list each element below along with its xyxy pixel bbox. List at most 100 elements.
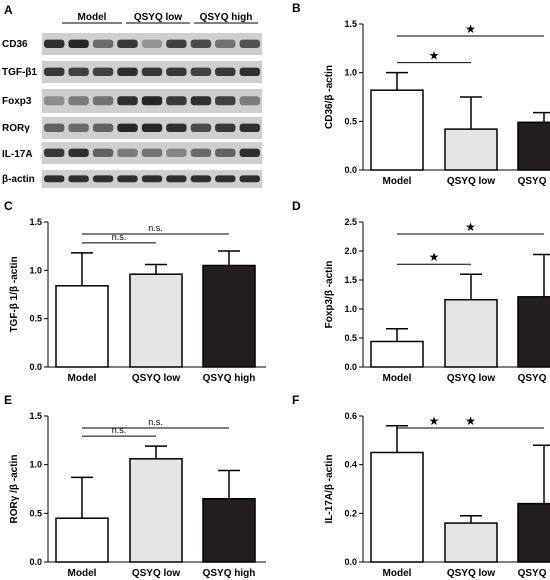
blot-band — [92, 67, 114, 76]
x-tick-label: QSYQ low — [447, 176, 496, 187]
y-tick-label: 1.5 — [29, 411, 42, 421]
blot-band — [141, 96, 163, 106]
blot-row-label-il17a: IL-17A — [2, 149, 33, 160]
y-tick-label: 1.5 — [344, 275, 357, 285]
blot-band — [190, 39, 212, 48]
blot-group-label-model: Model — [78, 12, 107, 23]
panel-d-chart: D 0.0 0.5 1.0 1.5 2.0 2.5 Foxp3/β -actin Model QS… — [292, 199, 550, 384]
bar-qsyq-high — [202, 264, 256, 368]
western-blot-image — [42, 33, 262, 188]
bar-model — [370, 89, 424, 171]
y-tick-label: 0.4 — [344, 460, 357, 470]
blot-band — [92, 123, 114, 132]
x-tick-label: QSYQ low — [132, 568, 181, 579]
significance-star: ★ — [429, 250, 440, 264]
bar-qsyq-high — [202, 497, 256, 563]
blot-band — [239, 39, 260, 48]
blot-band — [166, 175, 187, 183]
x-tick-label: Model — [383, 373, 412, 384]
blot-band — [44, 123, 65, 132]
x-tick-label: Model — [383, 176, 412, 187]
blot-band — [44, 148, 65, 157]
blot-row-label-foxp3: Foxp3 — [2, 96, 32, 107]
y-tick-label: 1.0 — [29, 460, 42, 470]
x-tick-label: Model — [383, 568, 412, 579]
y-tick-label: 0.5 — [29, 508, 42, 518]
bar-qsyq-high — [517, 502, 550, 563]
x-tick-label: Model — [68, 568, 97, 579]
blot-band — [215, 96, 236, 106]
blot-group-label-qsyq-high: QSYQ high — [200, 12, 253, 23]
blot-row-label-rorg: RORγ — [2, 123, 30, 134]
blot-band — [166, 123, 187, 132]
y-tick-label: 1.0 — [344, 68, 357, 78]
significance-ns-label: n.s. — [112, 425, 127, 435]
panel-f-chart: F 0.0 0.2 0.4 0.6 IL-17A/β -actin Model QSYQ lo… — [292, 393, 550, 579]
y-tick-label: 0.5 — [344, 333, 357, 343]
panel-f-y-axis-title: IL-17A/β -actin — [324, 455, 335, 524]
y-tick-label: 0.0 — [344, 165, 357, 175]
bar-model — [55, 285, 109, 368]
blot-band — [190, 96, 212, 106]
blot-band — [141, 39, 163, 48]
panel-b-label: B — [292, 1, 301, 15]
y-tick-label: 1.5 — [344, 19, 357, 29]
bar-qsyq-low — [444, 128, 498, 171]
panel-a-label: A — [4, 3, 13, 17]
x-tick-label: QSYQ high — [518, 176, 550, 187]
y-tick-label: 0.2 — [344, 508, 357, 518]
blot-band — [141, 123, 163, 132]
y-tick-label: 0.5 — [344, 116, 357, 126]
blot-group-label-qsyq-low: QSYQ low — [134, 12, 183, 23]
x-tick-label: QSYQ high — [518, 373, 550, 384]
blot-band — [117, 123, 138, 132]
blot-row-label-b-actin: β-actin — [2, 174, 35, 185]
bar-model — [55, 517, 109, 563]
y-tick-label: 0.0 — [29, 362, 42, 372]
blot-band — [190, 67, 212, 76]
blot-band — [117, 67, 138, 76]
blot-band — [44, 96, 65, 106]
blot-band — [166, 67, 187, 76]
panel-c-y-axis-title: TGF-β 1/β -actin — [9, 256, 20, 332]
bar-qsyq-low — [444, 298, 498, 368]
y-tick-label: 0.6 — [344, 411, 357, 421]
panel-c-chart: C 0.0 0.5 1.0 1.5 TGF-β 1/β -actin Model QSYQ l… — [4, 199, 266, 384]
blot-band — [92, 39, 114, 48]
blot-band — [141, 148, 163, 157]
x-tick-label: QSYQ low — [447, 568, 496, 579]
blot-band — [215, 148, 236, 157]
blot-band — [68, 96, 89, 106]
panel-f-label: F — [292, 393, 299, 407]
x-tick-label: QSYQ low — [132, 373, 181, 384]
blot-band — [239, 175, 260, 183]
blot-band — [239, 96, 260, 106]
blot-band — [190, 148, 212, 157]
blot-band — [68, 175, 89, 183]
panel-d-y-axis-title: Foxp3/β -actin — [324, 261, 335, 329]
y-tick-label: 1.5 — [29, 217, 42, 227]
significance-star: ★ — [429, 49, 440, 63]
y-tick-label: 0.0 — [344, 557, 357, 567]
significance-star: ★ — [465, 22, 476, 36]
blot-band — [68, 67, 89, 76]
blot-band — [239, 148, 260, 157]
significance-ns-label: n.s. — [112, 232, 127, 242]
blot-band — [141, 67, 163, 76]
panel-e-label: E — [4, 393, 12, 407]
blot-band — [44, 175, 65, 183]
significance-star: ★ — [429, 414, 440, 428]
panel-c-label: C — [4, 199, 13, 213]
blot-band — [141, 175, 163, 183]
blot-band — [44, 67, 65, 76]
blot-band — [166, 148, 187, 157]
blot-band — [68, 148, 89, 157]
panel-d-label: D — [292, 199, 301, 213]
blot-band — [92, 175, 114, 183]
x-tick-label: QSYQ low — [447, 373, 496, 384]
blot-band — [117, 39, 138, 48]
bar-model — [370, 451, 424, 563]
x-tick-label: QSYQ high — [203, 568, 256, 579]
y-tick-label: 1.0 — [344, 304, 357, 314]
